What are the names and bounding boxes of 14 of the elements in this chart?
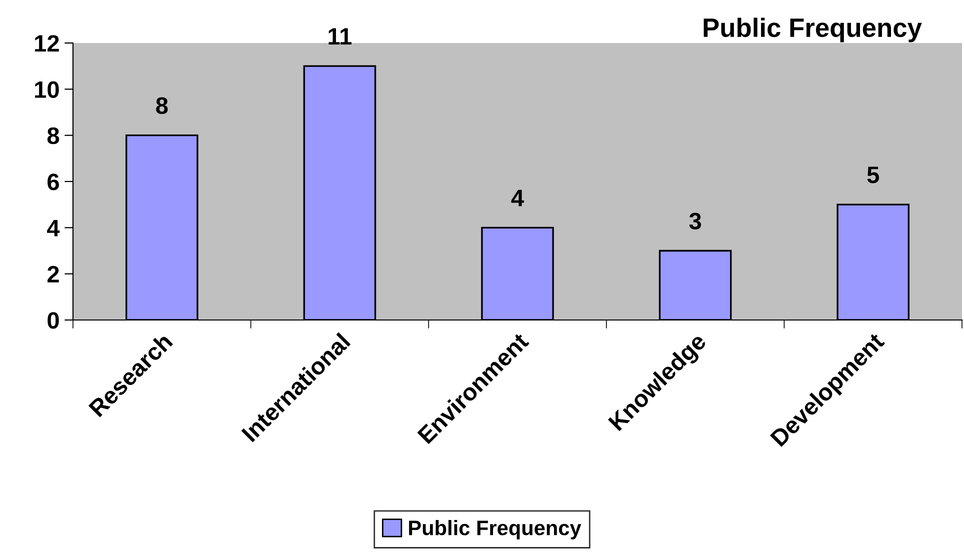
data-label: 11 — [328, 28, 352, 45]
data-label: 4 — [511, 190, 524, 206]
y-tick-label: 12 — [35, 35, 59, 52]
data-label: 5 — [867, 166, 880, 184]
y-tick-label: 10 — [35, 81, 59, 98]
y-tick-label: 6 — [48, 174, 59, 190]
y-tick-label: 2 — [47, 266, 59, 282]
data-label: 3 — [689, 212, 702, 230]
y-tick-label: 8 — [47, 127, 60, 144]
data-label: 8 — [156, 97, 168, 114]
y-tick-label: 4 — [47, 220, 60, 236]
legend-label: Public Frequency — [409, 520, 582, 540]
y-tick-label: 0 — [48, 312, 59, 329]
chart-title: Public Frequency — [704, 18, 922, 42]
